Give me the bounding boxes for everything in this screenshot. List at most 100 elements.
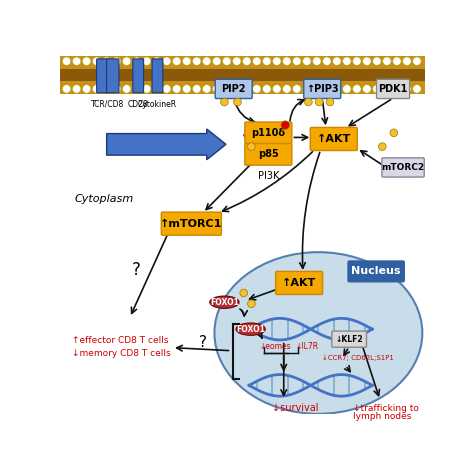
FancyBboxPatch shape: [348, 261, 404, 282]
Circle shape: [243, 57, 251, 66]
Circle shape: [313, 85, 321, 93]
Circle shape: [413, 57, 421, 66]
Circle shape: [212, 57, 221, 66]
Circle shape: [292, 85, 301, 93]
Circle shape: [82, 85, 91, 93]
Circle shape: [353, 57, 361, 66]
Text: ?: ?: [131, 261, 140, 279]
Text: ↑PIP3: ↑PIP3: [306, 84, 338, 94]
Circle shape: [73, 57, 81, 66]
Circle shape: [304, 98, 312, 106]
Circle shape: [202, 57, 211, 66]
Circle shape: [247, 143, 255, 151]
Circle shape: [240, 289, 247, 297]
Circle shape: [413, 85, 421, 93]
Circle shape: [212, 85, 221, 93]
Circle shape: [273, 57, 281, 66]
Circle shape: [192, 85, 201, 93]
Circle shape: [243, 85, 251, 93]
Circle shape: [281, 121, 290, 129]
Circle shape: [173, 57, 181, 66]
Text: PIP2: PIP2: [221, 84, 246, 94]
Text: ↑effector CD8 T cells: ↑effector CD8 T cells: [72, 336, 168, 345]
Circle shape: [315, 98, 323, 106]
Circle shape: [263, 57, 271, 66]
Circle shape: [363, 85, 371, 93]
Text: ↑mTORC1: ↑mTORC1: [160, 219, 222, 229]
Circle shape: [247, 300, 255, 307]
Circle shape: [102, 85, 111, 93]
Text: ↑: ↑: [310, 79, 317, 88]
Circle shape: [333, 57, 341, 66]
Circle shape: [283, 57, 291, 66]
Circle shape: [302, 57, 311, 66]
Text: FOXO1: FOXO1: [210, 298, 239, 307]
Circle shape: [163, 57, 171, 66]
Bar: [60, 69, 425, 81]
Circle shape: [112, 57, 121, 66]
Circle shape: [392, 57, 401, 66]
Circle shape: [253, 85, 261, 93]
FancyBboxPatch shape: [304, 80, 341, 99]
Circle shape: [163, 85, 171, 93]
Circle shape: [173, 85, 181, 93]
Circle shape: [220, 98, 228, 106]
Circle shape: [383, 85, 391, 93]
Text: ↓survival: ↓survival: [272, 404, 319, 413]
Text: CD28: CD28: [128, 100, 148, 109]
FancyBboxPatch shape: [310, 127, 357, 151]
Circle shape: [234, 98, 241, 106]
Text: ↑AKT: ↑AKT: [282, 278, 316, 288]
Text: ↓trafficking to: ↓trafficking to: [353, 404, 419, 413]
Circle shape: [202, 85, 211, 93]
Circle shape: [302, 85, 311, 93]
FancyBboxPatch shape: [276, 272, 323, 294]
Circle shape: [102, 57, 111, 66]
Circle shape: [82, 57, 91, 66]
Circle shape: [313, 57, 321, 66]
Text: ↓KLF2: ↓KLF2: [336, 335, 363, 344]
Circle shape: [132, 85, 141, 93]
Ellipse shape: [214, 252, 422, 414]
Text: ↓memory CD8 T cells: ↓memory CD8 T cells: [72, 349, 171, 358]
Circle shape: [363, 57, 371, 66]
Circle shape: [222, 57, 231, 66]
Circle shape: [122, 85, 131, 93]
Text: p85: p85: [258, 149, 279, 159]
Text: ↑AKT: ↑AKT: [317, 134, 351, 144]
Circle shape: [403, 57, 411, 66]
Text: FOXO1: FOXO1: [236, 325, 265, 334]
Circle shape: [390, 129, 398, 137]
FancyBboxPatch shape: [245, 122, 292, 144]
Text: mTORC2: mTORC2: [382, 163, 425, 172]
Text: PDK1: PDK1: [378, 84, 408, 94]
Circle shape: [263, 85, 271, 93]
FancyBboxPatch shape: [97, 59, 109, 93]
Text: ↑: ↑: [174, 216, 182, 226]
Circle shape: [373, 85, 381, 93]
Text: TCR/CD8: TCR/CD8: [91, 100, 124, 109]
Circle shape: [392, 85, 401, 93]
Circle shape: [182, 57, 191, 66]
Ellipse shape: [236, 323, 265, 335]
Text: ?: ?: [199, 335, 207, 350]
FancyBboxPatch shape: [133, 59, 144, 93]
FancyBboxPatch shape: [152, 59, 163, 93]
FancyBboxPatch shape: [245, 144, 292, 165]
Circle shape: [63, 57, 71, 66]
Circle shape: [153, 57, 161, 66]
Circle shape: [112, 85, 121, 93]
Circle shape: [153, 85, 161, 93]
FancyBboxPatch shape: [382, 158, 424, 177]
Circle shape: [343, 57, 351, 66]
Circle shape: [403, 85, 411, 93]
FancyBboxPatch shape: [376, 80, 410, 99]
Text: lymph nodes: lymph nodes: [353, 412, 411, 421]
Circle shape: [92, 57, 101, 66]
Circle shape: [343, 85, 351, 93]
Circle shape: [273, 85, 281, 93]
FancyArrow shape: [107, 129, 226, 160]
Circle shape: [63, 85, 71, 93]
Text: PI3K: PI3K: [258, 171, 279, 181]
Text: CytokineR: CytokineR: [138, 100, 177, 109]
